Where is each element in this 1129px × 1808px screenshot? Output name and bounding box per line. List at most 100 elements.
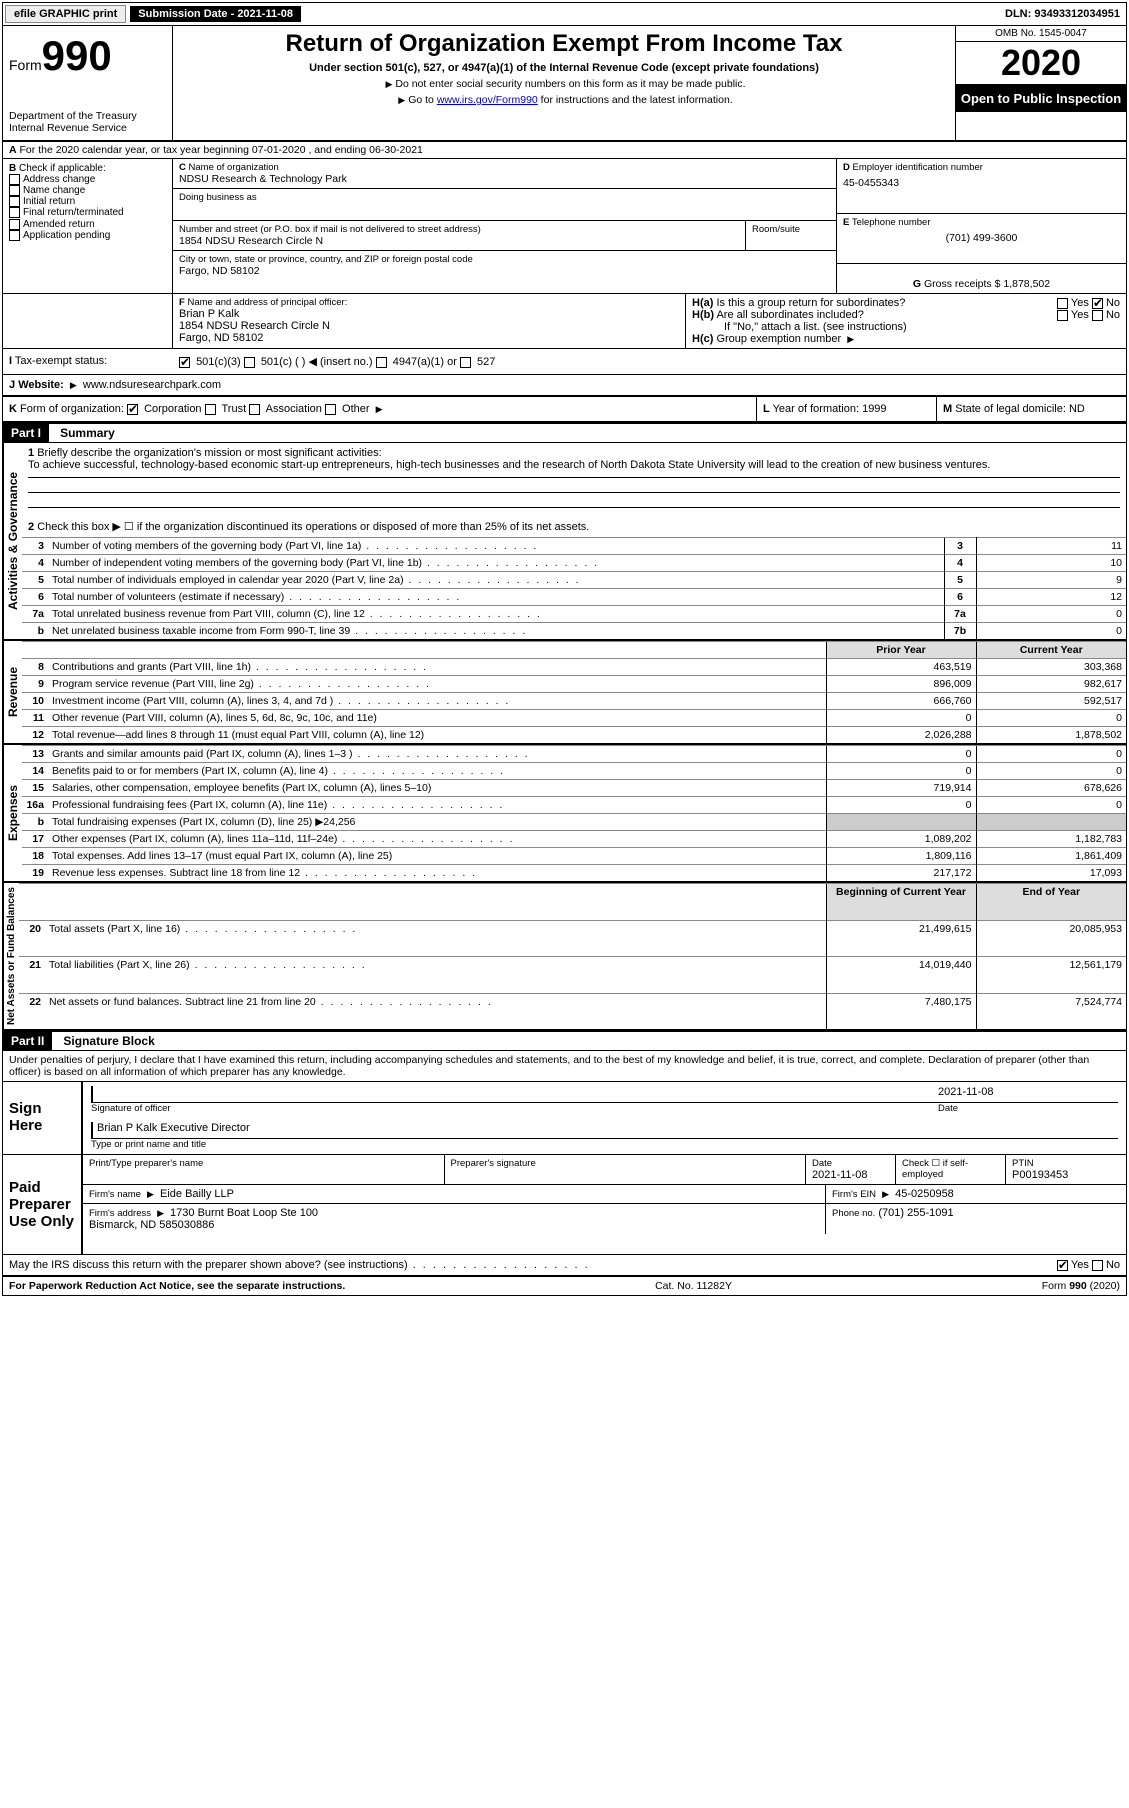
firm-phone: (701) 255-1091 — [878, 1207, 953, 1219]
form-990-page: efile GRAPHIC print Submission Date - 20… — [2, 2, 1127, 1296]
part2-title: Signature Block — [55, 1032, 162, 1050]
chk-other[interactable] — [325, 404, 336, 415]
row-a-tax-year: A For the 2020 calendar year, or tax yea… — [3, 142, 1126, 159]
ein-label: Employer identification number — [853, 162, 983, 173]
rev-row-11: Other revenue (Part VIII, column (A), li… — [48, 710, 826, 727]
rev-row-8: Contributions and grants (Part VIII, lin… — [48, 659, 826, 676]
check-applicable-label: Check if applicable: — [19, 163, 106, 174]
row-i-taxexempt: I Tax-exempt status: 501(c)(3) 501(c) ( … — [3, 349, 1126, 375]
sig-officer-label: Signature of officer — [91, 1102, 938, 1114]
chk-4947[interactable] — [376, 357, 387, 368]
side-revenue: Revenue — [3, 641, 22, 743]
sig-date: 2021-11-08 — [938, 1086, 1118, 1102]
hc-label: Group exemption number — [716, 333, 841, 345]
side-activities: Activities & Governance — [3, 443, 22, 639]
subtitle-3: Go to www.irs.gov/Form990 for instructio… — [179, 94, 949, 106]
city-state-zip: Fargo, ND 58102 — [179, 265, 830, 277]
exp-row-16b: Total fundraising expenses (Part IX, col… — [48, 814, 826, 831]
dba-label: Doing business as — [179, 192, 830, 203]
chk-address-change[interactable]: Address change — [9, 174, 166, 185]
irs-link[interactable]: www.irs.gov/Form990 — [437, 94, 538, 106]
chk-corporation[interactable] — [127, 404, 138, 415]
hdr-end: End of Year — [976, 884, 1126, 921]
preparer-sig-label: Preparer's signature — [451, 1158, 800, 1169]
exp-row-19: Revenue less expenses. Subtract line 18 … — [48, 865, 826, 882]
discuss-yes[interactable] — [1057, 1260, 1068, 1271]
efile-print-button[interactable]: efile GRAPHIC print — [5, 5, 126, 23]
section-b-through-g: B Check if applicable: Address change Na… — [3, 159, 1126, 294]
goto-pre: Go to — [408, 94, 437, 106]
sig-name-label: Type or print name and title — [91, 1138, 1118, 1150]
chk-501c3[interactable] — [179, 357, 190, 368]
rev-row-12: Total revenue—add lines 8 through 11 (mu… — [48, 727, 826, 744]
officer-label: Name and address of principal officer: — [187, 297, 347, 308]
chk-application-pending[interactable]: Application pending — [9, 230, 166, 241]
line1-mission: 1 Briefly describe the organization's mi… — [22, 443, 1126, 512]
chk-final-return[interactable]: Final return/terminated — [9, 207, 166, 218]
dln-label: DLN: 93493312034951 — [1005, 8, 1126, 20]
ein-value: 45-0455343 — [843, 177, 1120, 189]
sig-date-label: Date — [938, 1102, 1118, 1114]
ptin-value: P00193453 — [1012, 1169, 1120, 1181]
discuss-no[interactable] — [1092, 1260, 1103, 1271]
goto-post: for instructions and the latest informat… — [538, 94, 733, 106]
chk-trust[interactable] — [205, 404, 216, 415]
mission-label: Briefly describe the organization's miss… — [37, 447, 381, 459]
city-label: City or town, state or province, country… — [179, 254, 830, 265]
chk-initial-return[interactable]: Initial return — [9, 196, 166, 207]
self-employed-chk[interactable]: Check ☐ if self-employed — [902, 1158, 999, 1180]
firm-phone-label: Phone no. — [832, 1208, 875, 1219]
gov-row-3: Number of voting members of the governin… — [48, 538, 944, 555]
revenue-section: Revenue Prior YearCurrent Year 8Contribu… — [3, 639, 1126, 743]
hdr-beginning: Beginning of Current Year — [826, 884, 976, 921]
footer-cat: Cat. No. 11282Y — [655, 1280, 732, 1292]
row-k-lm: K Form of organization: Corporation Trus… — [3, 397, 1126, 423]
firm-name-label: Firm's name — [89, 1189, 141, 1200]
side-netassets: Net Assets or Fund Balances — [3, 883, 19, 1029]
officer-name: Brian P Kalk — [179, 308, 679, 320]
expenses-section: Expenses 13Grants and similar amounts pa… — [3, 743, 1126, 881]
exp-row-16a: Professional fundraising fees (Part IX, … — [48, 797, 826, 814]
topbar: efile GRAPHIC print Submission Date - 20… — [3, 3, 1126, 26]
chk-name-change[interactable]: Name change — [9, 185, 166, 196]
chk-527[interactable] — [460, 357, 471, 368]
chk-501c[interactable] — [244, 357, 255, 368]
hb-no[interactable] — [1092, 310, 1103, 321]
line2-discontinued: 2 Check this box ▶ ☐ if the organization… — [22, 512, 1126, 537]
org-name-label: Name of organization — [189, 162, 279, 173]
paid-preparer-block: Paid Preparer Use Only Print/Type prepar… — [3, 1154, 1126, 1255]
form-num: 990 — [42, 32, 112, 79]
row-j-website: J Website: www.ndsuresearchpark.com — [3, 375, 1126, 397]
chk-association[interactable] — [249, 404, 260, 415]
ssn-notice: Do not enter social security numbers on … — [395, 78, 745, 90]
preparer-date-label: Date — [812, 1158, 889, 1169]
form-number: Form990 — [9, 32, 166, 80]
col-h: H(a) Is this a group return for subordin… — [686, 294, 1126, 348]
room-label: Room/suite — [752, 224, 830, 235]
preparer-name-label: Print/Type preparer's name — [89, 1158, 438, 1169]
ha-yes[interactable] — [1057, 298, 1068, 309]
sig-name: Brian P Kalk Executive Director — [91, 1122, 1118, 1138]
revenue-table: Prior YearCurrent Year 8Contributions an… — [22, 641, 1126, 743]
hb-yes[interactable] — [1057, 310, 1068, 321]
form-word: Form — [9, 57, 42, 73]
chk-amended-return[interactable]: Amended return — [9, 219, 166, 230]
ha-no[interactable] — [1092, 298, 1103, 309]
officer-addr: 1854 NDSU Research Circle N Fargo, ND 58… — [179, 320, 679, 344]
gov-row-7b: Net unrelated business taxable income fr… — [48, 623, 944, 640]
gov-row-4: Number of independent voting members of … — [48, 555, 944, 572]
form-header: Form990 Department of the Treasury Inter… — [3, 26, 1126, 142]
gov-row-6: Total number of volunteers (estimate if … — [48, 589, 944, 606]
sign-here-label: Sign Here — [3, 1082, 83, 1154]
open-to-public: Open to Public Inspection — [956, 85, 1126, 112]
rev-row-10: Investment income (Part VIII, column (A)… — [48, 693, 826, 710]
netassets-table: Beginning of Current YearEnd of Year 20T… — [19, 883, 1126, 1029]
net-row-20: Total assets (Part X, line 16) — [45, 920, 826, 957]
exp-row-15: Salaries, other compensation, employee b… — [48, 780, 826, 797]
hb-label: Are all subordinates included? — [716, 309, 863, 321]
firm-name: Eide Bailly LLP — [160, 1188, 234, 1200]
firm-addr-label: Firm's address — [89, 1208, 151, 1219]
phone-label: Telephone number — [852, 217, 931, 228]
preparer-date: 2021-11-08 — [812, 1169, 889, 1181]
form-title: Return of Organization Exempt From Incom… — [179, 30, 949, 58]
